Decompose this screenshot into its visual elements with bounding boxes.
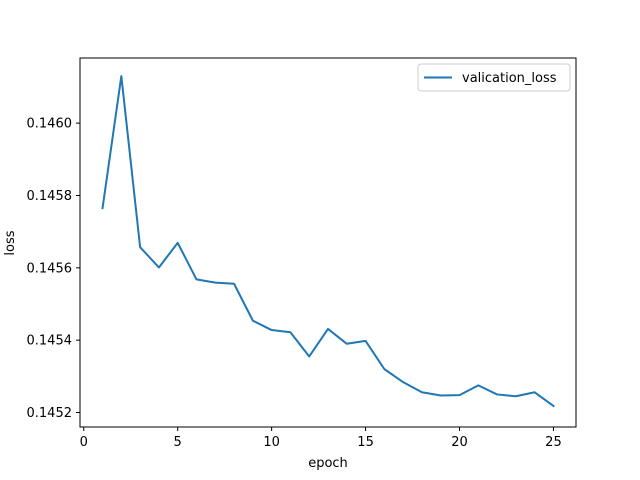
x-tick-label: 5 xyxy=(174,435,182,450)
x-tick-label: 20 xyxy=(451,435,468,450)
series-line-valication_loss xyxy=(101,75,555,408)
x-tick-label: 15 xyxy=(357,435,374,450)
x-axis-ticks: 0 5 10 15 20 25 xyxy=(80,427,562,450)
x-tick-label: 10 xyxy=(263,435,280,450)
legend: valication_loss xyxy=(417,63,571,92)
series-layer xyxy=(101,75,555,408)
axes-frame xyxy=(79,57,577,428)
y-tick-label: 0.1456 xyxy=(27,261,73,276)
y-tick-label: 0.1458 xyxy=(27,189,73,204)
x-tick-label: 0 xyxy=(80,435,88,450)
y-tick-label: 0.1460 xyxy=(27,117,73,132)
y-axis-label: loss xyxy=(3,230,18,255)
y-tick-label: 0.1452 xyxy=(27,406,73,421)
legend-label: valication_loss xyxy=(462,71,557,86)
x-tick-label: 25 xyxy=(545,435,562,450)
y-axis-ticks: 0.1452 0.1454 0.1456 0.1458 0.1460 xyxy=(27,117,80,421)
y-tick-label: 0.1454 xyxy=(27,334,73,349)
x-axis-label: epoch xyxy=(308,456,348,471)
legend-box xyxy=(417,63,571,92)
